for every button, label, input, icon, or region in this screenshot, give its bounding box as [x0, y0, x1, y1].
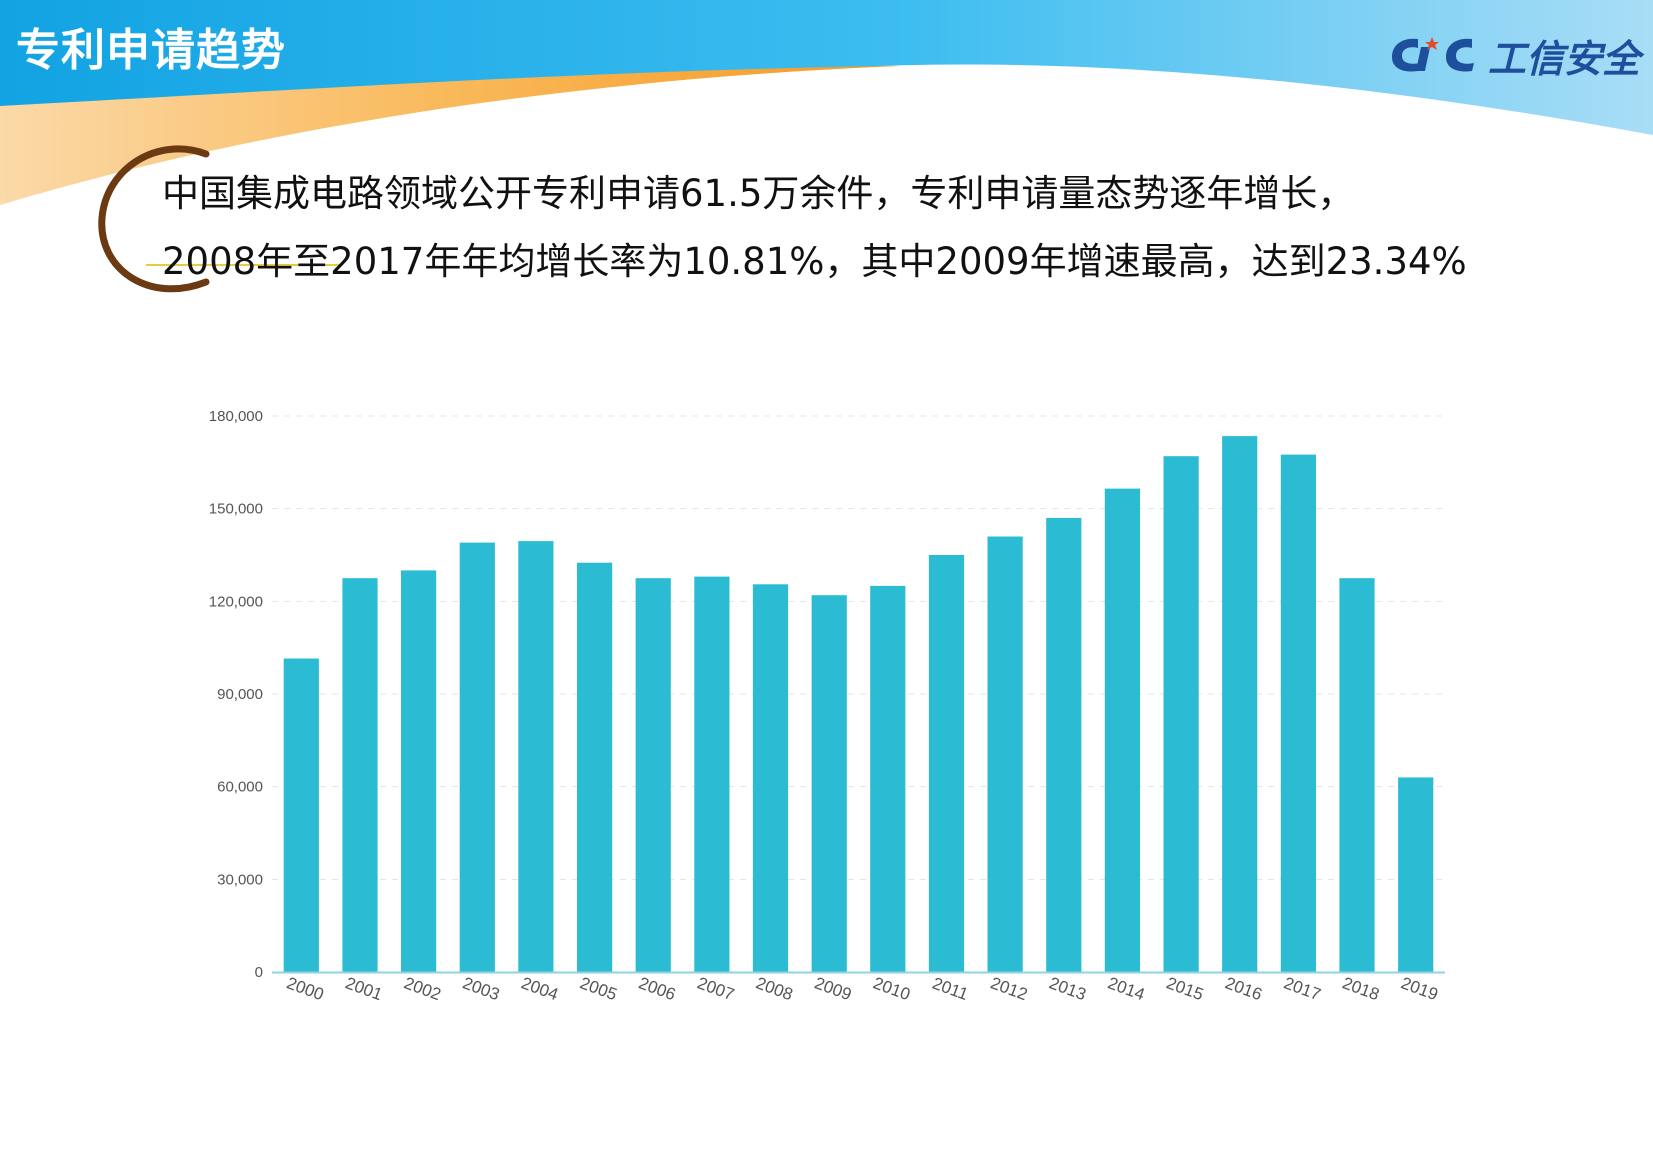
bar-2015: [1163, 456, 1199, 972]
bar-2017: [1280, 454, 1316, 973]
x-tick-label: 2006: [636, 973, 678, 1004]
x-tick-label: 2018: [1340, 973, 1382, 1004]
bar-2016: [1222, 436, 1258, 973]
x-tick-label: 2012: [988, 973, 1030, 1004]
bar-2005: [577, 562, 613, 972]
bar-2011: [928, 555, 965, 972]
orange-wave: [0, 65, 900, 205]
logo-text: 工信安全: [1488, 36, 1641, 81]
bar-2009: [811, 595, 847, 972]
y-axis-ticks: 0 30,000 60,000 90,000 120,000 150,000 180,000: [209, 408, 263, 981]
y-tick-label: 180,000: [209, 408, 263, 425]
x-tick-label: 2013: [1047, 973, 1089, 1004]
bar-2003: [459, 542, 495, 972]
y-tick-label: 150,000: [209, 501, 263, 518]
bar-2018: [1339, 578, 1375, 972]
x-tick-label: 2008: [753, 973, 795, 1004]
x-tick-label: 2019: [1399, 973, 1441, 1004]
x-tick-label: 2014: [1105, 973, 1147, 1004]
bar-2013: [1046, 517, 1082, 972]
bars: [283, 436, 1434, 973]
summary-line-2: 2008年至2017年年均增长率为10.81%，其中2009年增速最高，达到23…: [162, 240, 1467, 283]
x-tick-label: 2010: [871, 973, 913, 1004]
decorative-ring-icon: [98, 145, 340, 293]
bar-2019: [1398, 777, 1434, 972]
bar-2014: [1104, 488, 1140, 972]
y-tick-label: 90,000: [217, 686, 263, 703]
bar-2001: [342, 578, 378, 972]
page-title: 专利申请趋势: [16, 25, 286, 76]
y-tick-label: 120,000: [209, 593, 263, 610]
x-tick-label: 2000: [284, 973, 326, 1004]
bar-2012: [987, 536, 1023, 972]
x-tick-label: 2003: [460, 973, 502, 1004]
x-tick-label: 2017: [1281, 973, 1323, 1004]
x-tick-label: 2007: [695, 973, 737, 1004]
header-background: [0, 0, 1653, 205]
blue-banner: [0, 0, 1653, 135]
x-tick-label: 2009: [812, 973, 854, 1004]
x-tick-label: 2002: [401, 973, 443, 1004]
x-tick-label: 2004: [519, 973, 561, 1004]
y-tick-label: 30,000: [217, 871, 263, 888]
x-tick-label: 2016: [1223, 973, 1265, 1004]
bar-2007: [694, 576, 730, 972]
y-tick-label: 60,000: [217, 779, 263, 796]
x-tick-label: 2015: [1164, 973, 1206, 1004]
bar-2006: [635, 578, 671, 972]
grid-lines: [272, 415, 1445, 880]
brand-logo: 工信安全: [1388, 30, 1641, 81]
cic-logo-icon: [1392, 37, 1474, 72]
x-tick-label: 2001: [343, 973, 385, 1004]
x-tick-label: 2005: [577, 973, 619, 1004]
bar-2008: [752, 584, 789, 972]
bar-2000: [283, 658, 319, 972]
bar-2004: [518, 541, 554, 972]
bar-2002: [401, 570, 437, 972]
x-axis-ticks: 2000 2001 2002 2003 2004 2005 2006 2007 2008 2009…: [284, 973, 1440, 1004]
summary-line-1: 中国集成电路领域公开专利申请61.5万余件，专利申请量态势逐年增长，: [162, 172, 1355, 215]
summary-text: 中国集成电路领域公开专利申请61.5万余件，专利申请量态势逐年增长， 2008年…: [162, 160, 1622, 296]
x-tick-label: 2011: [930, 974, 971, 1004]
y-tick-label: 0: [255, 964, 263, 981]
bar-2010: [870, 585, 906, 972]
